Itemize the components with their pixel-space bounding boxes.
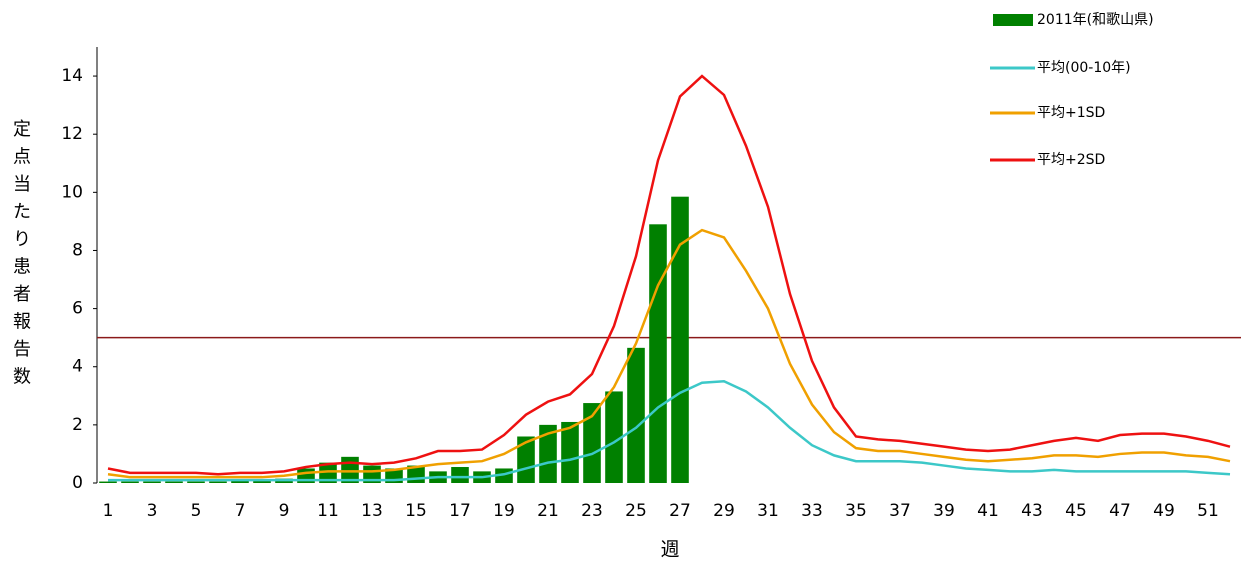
x-tick-label: 45 — [1065, 501, 1087, 521]
x-tick-label: 23 — [581, 501, 603, 521]
bar — [231, 480, 249, 483]
bar — [649, 224, 667, 483]
bar — [99, 481, 117, 483]
legend-label: 2011年(和歌山県) — [1037, 12, 1154, 28]
bar — [583, 403, 601, 483]
bar — [517, 436, 535, 483]
x-tick-label: 27 — [669, 501, 691, 521]
x-tick-label: 21 — [537, 501, 559, 521]
bar — [187, 481, 205, 483]
line — [107, 228, 1231, 479]
x-tick-label: 47 — [1109, 501, 1131, 521]
x-tick-label: 51 — [1197, 501, 1219, 521]
y-tick-label: 0 — [72, 473, 83, 493]
bar — [121, 481, 139, 483]
x-tick-label: 7 — [235, 501, 246, 521]
legend-label: 平均+2SD — [1037, 152, 1105, 168]
x-tick-label: 37 — [889, 501, 911, 521]
bar — [627, 347, 645, 483]
x-tick-label: 15 — [405, 501, 427, 521]
x-tick-label: 41 — [977, 501, 999, 521]
bar — [671, 196, 689, 483]
bar — [605, 391, 623, 483]
y-tick-label: 6 — [72, 299, 83, 319]
x-tick-label: 5 — [191, 501, 202, 521]
x-tick-label: 29 — [713, 501, 735, 521]
x-tick-label: 35 — [845, 501, 867, 521]
y-tick-label: 14 — [61, 66, 83, 86]
x-tick-label: 49 — [1153, 501, 1175, 521]
legend-label: 平均(00-10年) — [1037, 60, 1131, 76]
bar — [165, 481, 183, 483]
bar — [209, 481, 227, 483]
bar — [561, 421, 579, 483]
x-tick-label: 1 — [103, 501, 114, 521]
x-tick-label: 13 — [361, 501, 383, 521]
x-tick-label: 39 — [933, 501, 955, 521]
legend-label: 平均+1SD — [1037, 105, 1105, 121]
x-tick-label: 31 — [757, 501, 779, 521]
y-tick-label: 4 — [72, 357, 83, 377]
x-tick-label: 9 — [279, 501, 290, 521]
y-tick-label: 12 — [61, 124, 83, 144]
y-tick-label: 2 — [72, 415, 83, 435]
bar — [539, 424, 557, 483]
x-tick-label: 43 — [1021, 501, 1043, 521]
line — [108, 379, 1231, 482]
x-tick-label: 11 — [317, 501, 339, 521]
x-axis-label: 週 — [660, 539, 679, 561]
bar — [143, 481, 161, 483]
bar — [451, 467, 469, 483]
y-tick-label: 8 — [72, 240, 83, 260]
x-tick-label: 25 — [625, 501, 647, 521]
x-tick-label: 33 — [801, 501, 823, 521]
bar — [319, 462, 337, 483]
legend-swatch — [993, 14, 1033, 26]
x-tick-label: 3 — [147, 501, 158, 521]
bar — [253, 480, 271, 483]
y-axis-label: 定点当たり患者報告数 — [13, 119, 31, 388]
x-tick-label: 19 — [493, 501, 515, 521]
line — [107, 74, 1231, 476]
y-tick-label: 10 — [61, 182, 83, 202]
x-tick-label: 17 — [449, 501, 471, 521]
